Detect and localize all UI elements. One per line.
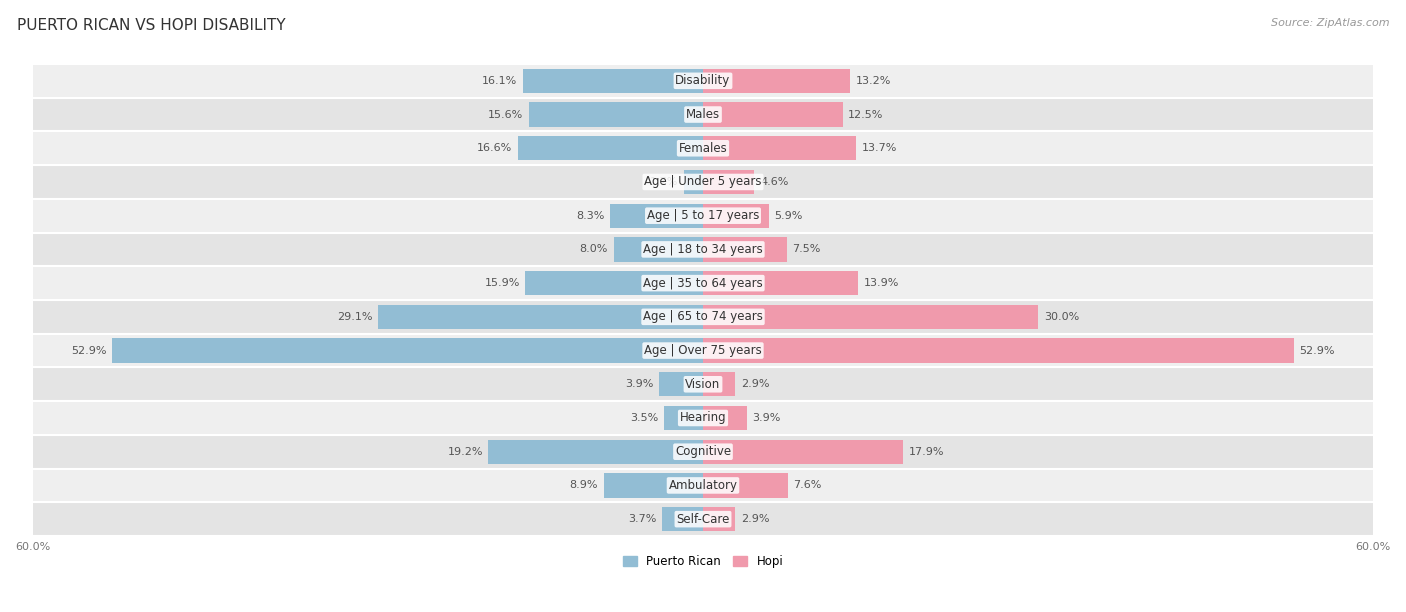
Text: PUERTO RICAN VS HOPI DISABILITY: PUERTO RICAN VS HOPI DISABILITY <box>17 18 285 34</box>
Text: 8.0%: 8.0% <box>579 244 607 255</box>
Bar <box>32 502 1374 536</box>
Text: 15.6%: 15.6% <box>488 110 523 119</box>
Bar <box>703 439 903 464</box>
Bar <box>32 401 1374 435</box>
Text: 7.6%: 7.6% <box>793 480 823 490</box>
Legend: Puerto Rican, Hopi: Puerto Rican, Hopi <box>619 550 787 573</box>
Text: 8.3%: 8.3% <box>576 211 605 221</box>
Text: 7.5%: 7.5% <box>793 244 821 255</box>
Text: Hearing: Hearing <box>679 411 727 425</box>
Text: 5.9%: 5.9% <box>775 211 803 221</box>
Text: Age | 35 to 64 years: Age | 35 to 64 years <box>643 277 763 289</box>
Text: 30.0%: 30.0% <box>1043 312 1078 322</box>
Text: Disability: Disability <box>675 74 731 88</box>
Text: 16.1%: 16.1% <box>482 76 517 86</box>
Text: Age | Over 75 years: Age | Over 75 years <box>644 344 762 357</box>
Bar <box>32 132 1374 165</box>
Bar <box>703 102 842 127</box>
Bar <box>703 69 851 93</box>
Bar <box>378 305 703 329</box>
Bar <box>32 266 1374 300</box>
Text: 8.9%: 8.9% <box>569 480 598 490</box>
Text: Age | 65 to 74 years: Age | 65 to 74 years <box>643 310 763 323</box>
Text: 3.5%: 3.5% <box>630 413 658 423</box>
Text: 13.2%: 13.2% <box>856 76 891 86</box>
Text: Ambulatory: Ambulatory <box>668 479 738 492</box>
Bar <box>32 165 1374 199</box>
Bar <box>32 233 1374 266</box>
Bar <box>703 473 787 498</box>
Text: 29.1%: 29.1% <box>337 312 373 322</box>
Text: Cognitive: Cognitive <box>675 445 731 458</box>
Bar <box>683 170 703 194</box>
Bar <box>703 271 858 295</box>
Text: 3.9%: 3.9% <box>626 379 654 389</box>
Bar <box>703 204 769 228</box>
Text: 12.5%: 12.5% <box>848 110 883 119</box>
Text: 4.6%: 4.6% <box>761 177 789 187</box>
Text: 15.9%: 15.9% <box>485 278 520 288</box>
Text: Age | 5 to 17 years: Age | 5 to 17 years <box>647 209 759 222</box>
Bar <box>703 136 856 160</box>
Bar <box>32 334 1374 367</box>
Bar <box>603 473 703 498</box>
Text: Source: ZipAtlas.com: Source: ZipAtlas.com <box>1271 18 1389 28</box>
Text: 16.6%: 16.6% <box>477 143 512 153</box>
Text: Vision: Vision <box>685 378 721 391</box>
Text: 2.9%: 2.9% <box>741 514 769 524</box>
Bar <box>659 372 703 397</box>
Text: 52.9%: 52.9% <box>1299 346 1336 356</box>
Bar <box>664 406 703 430</box>
Bar <box>703 305 1038 329</box>
Bar <box>703 372 735 397</box>
Bar <box>517 136 703 160</box>
Text: 52.9%: 52.9% <box>70 346 107 356</box>
Bar <box>112 338 703 363</box>
Bar <box>32 469 1374 502</box>
Text: Age | 18 to 34 years: Age | 18 to 34 years <box>643 243 763 256</box>
Text: 13.7%: 13.7% <box>862 143 897 153</box>
Bar <box>703 338 1294 363</box>
Bar <box>32 367 1374 401</box>
Bar <box>610 204 703 228</box>
Bar <box>32 435 1374 469</box>
Text: Self-Care: Self-Care <box>676 513 730 526</box>
Text: 3.9%: 3.9% <box>752 413 780 423</box>
Bar <box>703 406 747 430</box>
Bar <box>662 507 703 531</box>
Text: Females: Females <box>679 142 727 155</box>
Text: 13.9%: 13.9% <box>863 278 900 288</box>
Bar <box>703 507 735 531</box>
Text: Age | Under 5 years: Age | Under 5 years <box>644 176 762 188</box>
Text: Males: Males <box>686 108 720 121</box>
Bar <box>523 69 703 93</box>
Bar <box>703 237 787 261</box>
Bar <box>613 237 703 261</box>
Text: 19.2%: 19.2% <box>447 447 482 457</box>
Bar <box>526 271 703 295</box>
Bar <box>32 199 1374 233</box>
Text: 1.7%: 1.7% <box>650 177 679 187</box>
Bar <box>32 300 1374 334</box>
Text: 17.9%: 17.9% <box>908 447 943 457</box>
Bar <box>488 439 703 464</box>
Bar <box>32 64 1374 98</box>
Bar <box>529 102 703 127</box>
Text: 3.7%: 3.7% <box>627 514 657 524</box>
Text: 2.9%: 2.9% <box>741 379 769 389</box>
Bar <box>32 98 1374 132</box>
Bar <box>703 170 755 194</box>
